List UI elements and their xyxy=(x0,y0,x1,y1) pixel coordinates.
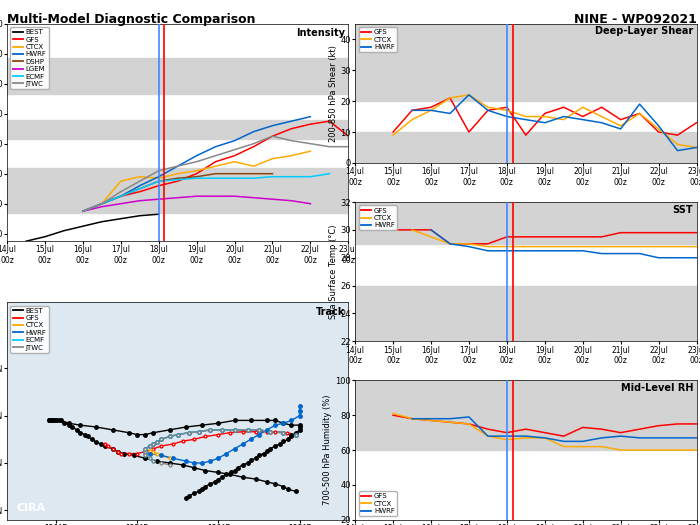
Text: Multi-Model Diagnostic Comparison: Multi-Model Diagnostic Comparison xyxy=(7,13,256,26)
Text: Track: Track xyxy=(316,307,345,317)
Text: NINE - WP092021: NINE - WP092021 xyxy=(573,13,696,26)
Bar xyxy=(355,381,696,450)
Bar xyxy=(7,167,349,213)
Text: Intensity: Intensity xyxy=(296,28,345,38)
Legend: GFS, CTCX, HWRF: GFS, CTCX, HWRF xyxy=(358,491,397,516)
Text: SST: SST xyxy=(673,205,693,215)
Bar xyxy=(355,24,696,101)
Y-axis label: 700-500 hPa Humidity (%): 700-500 hPa Humidity (%) xyxy=(323,395,332,506)
Text: Mid-Level RH: Mid-Level RH xyxy=(621,383,693,393)
Bar xyxy=(7,120,349,139)
Y-axis label: Sea Surface Temp (°C): Sea Surface Temp (°C) xyxy=(328,225,337,319)
Bar xyxy=(355,202,696,244)
Legend: BEST, GFS, CTCX, HWRF, DSHP, LGEM, ECMF, JTWC: BEST, GFS, CTCX, HWRF, DSHP, LGEM, ECMF,… xyxy=(10,27,49,89)
Legend: BEST, GFS, CTCX, HWRF, ECMF, JTWC: BEST, GFS, CTCX, HWRF, ECMF, JTWC xyxy=(10,306,49,353)
Bar xyxy=(355,132,696,163)
Text: Deep-Layer Shear: Deep-Layer Shear xyxy=(595,26,693,36)
Bar xyxy=(7,58,349,94)
Legend: GFS, CTCX, HWRF: GFS, CTCX, HWRF xyxy=(358,205,397,230)
Legend: GFS, CTCX, HWRF: GFS, CTCX, HWRF xyxy=(358,27,397,52)
Y-axis label: 200-850 hPa Shear (kt): 200-850 hPa Shear (kt) xyxy=(328,45,337,142)
Bar xyxy=(355,286,696,341)
Text: CIRA: CIRA xyxy=(17,503,46,513)
